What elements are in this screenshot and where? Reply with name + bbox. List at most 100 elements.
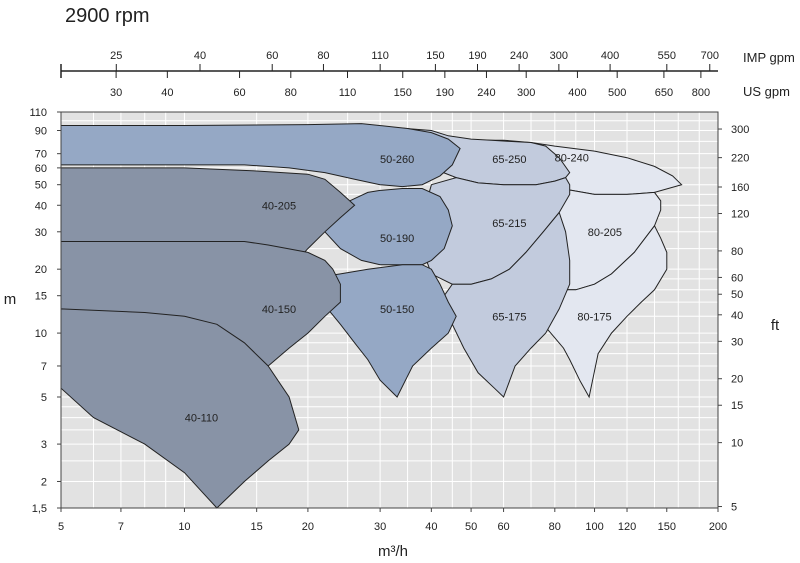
region-80-175 — [535, 224, 668, 399]
region-label-65-215: 65-215 — [492, 218, 526, 230]
us-tick-label: 800 — [692, 87, 710, 99]
region-65-175 — [443, 211, 571, 398]
y-tick-label: 1,5 — [32, 503, 47, 515]
ft-tick-label: 10 — [731, 438, 743, 450]
x-tick-label: 10 — [178, 521, 190, 533]
imp-tick-label: 40 — [194, 50, 206, 62]
imp-tick-label: 240 — [510, 50, 528, 62]
x-axis-label: m³/h — [378, 543, 408, 560]
ft-tick-label: 30 — [731, 336, 743, 348]
region-label-50-150: 50-150 — [380, 304, 414, 316]
gpm-axis: 25 40 60 80 110 150 190 240 300 400 550 700 30 40 60 80… — [60, 50, 719, 99]
x-tick-label: 120 — [618, 521, 636, 533]
region-label-50-260: 50-260 — [380, 154, 414, 166]
us-tick-label: 80 — [285, 87, 297, 99]
ft-tick-label: 40 — [731, 310, 743, 322]
imp-tick-label: 190 — [468, 50, 486, 62]
imp-tick-label: 25 — [110, 50, 122, 62]
x-tick-label: 200 — [709, 521, 727, 533]
us-tick-label: 300 — [517, 87, 535, 99]
x-tick-label: 50 — [465, 521, 477, 533]
x-tick-label: 80 — [549, 521, 561, 533]
x-tick-label: 60 — [497, 521, 509, 533]
ft-tick-label: 80 — [731, 246, 743, 258]
us-tick-label: 60 — [233, 87, 245, 99]
y-tick-label: 40 — [35, 200, 47, 212]
imp-gpm-label: IMP gpm — [743, 50, 795, 65]
x-tick-label: 40 — [425, 521, 437, 533]
region-label-40-150: 40-150 — [262, 304, 296, 316]
ft-tick-label: 20 — [731, 374, 743, 386]
chart-title: 2900 rpm — [65, 5, 150, 27]
region-label-65-175: 65-175 — [492, 311, 526, 323]
y-tick-label: 110 — [29, 107, 47, 119]
us-tick-label: 650 — [655, 87, 673, 99]
y-axis-label-right: ft — [771, 317, 780, 334]
x-tick-label: 100 — [585, 521, 603, 533]
plot-frame — [60, 111, 719, 509]
plot-frame-rect — [60, 111, 719, 509]
imp-tick-label: 550 — [658, 50, 676, 62]
ft-tick-label: 60 — [731, 272, 743, 284]
imp-tick-label: 400 — [601, 50, 619, 62]
x-tick-label: 20 — [302, 521, 314, 533]
imp-tick-label: 60 — [266, 50, 278, 62]
ft-tick-label: 300 — [731, 124, 749, 136]
y-tick-label: 30 — [35, 227, 47, 239]
region-label-80-175: 80-175 — [577, 311, 611, 323]
y-tick-label: 15 — [35, 291, 47, 303]
y-tick-label: 5 — [41, 392, 47, 404]
ft-tick-label: 5 — [731, 502, 737, 514]
imp-tick-label: 80 — [317, 50, 329, 62]
x-tick-label: 7 — [118, 521, 124, 533]
ft-tick-label: 50 — [731, 289, 743, 301]
region-50-260 — [60, 123, 461, 188]
region-50-190 — [324, 188, 453, 266]
x-tick-label: 30 — [374, 521, 386, 533]
us-tick-label: 190 — [436, 87, 454, 99]
imp-tick-label: 150 — [426, 50, 444, 62]
ft-axis-ticks: 5 10 15 20 30 40 50 60 80 120 160 220 300 — [718, 124, 749, 514]
y-tick-label: 10 — [35, 328, 47, 340]
ft-tick-label: 120 — [731, 209, 749, 221]
imp-tick-label: 700 — [701, 50, 719, 62]
x-tick-label: 150 — [658, 521, 676, 533]
y-tick-label: 7 — [41, 361, 47, 373]
y-tick-label: 50 — [35, 180, 47, 192]
y-tick-label: 3 — [41, 439, 47, 451]
y-tick-label: 70 — [35, 149, 47, 161]
imp-tick-label: 300 — [550, 50, 568, 62]
us-tick-label: 240 — [477, 87, 495, 99]
imp-tick-label: 110 — [371, 50, 389, 62]
region-label-65-250: 65-250 — [492, 154, 526, 166]
y-axis-label-left: m — [4, 291, 17, 308]
region-label-50-190: 50-190 — [380, 233, 414, 245]
region-label-40-110: 40-110 — [185, 413, 218, 425]
pump-regions: 80-240 80-205 80-175 65-250 65-215 65-175 50-2… — [60, 123, 683, 509]
region-50-150 — [307, 264, 457, 398]
x-tick-label: 15 — [251, 521, 263, 533]
us-tick-label: 40 — [161, 87, 173, 99]
region-label-80-240: 80-240 — [555, 153, 589, 165]
x-tick-label: 5 — [58, 521, 64, 533]
x-axis-ticks: 5 7 10 15 20 30 40 50 60 80 100 120 150 200 — [58, 508, 727, 533]
us-tick-label: 30 — [110, 87, 122, 99]
us-gpm-label: US gpm — [743, 84, 790, 99]
y-tick-label: 20 — [35, 264, 47, 276]
y-tick-label: 60 — [35, 163, 47, 175]
y-tick-label: 2 — [41, 476, 47, 488]
us-tick-label: 150 — [394, 87, 412, 99]
us-tick-label: 400 — [568, 87, 586, 99]
region-label-40-205: 40-205 — [262, 200, 296, 212]
ft-tick-label: 15 — [731, 400, 743, 412]
us-tick-label: 110 — [339, 87, 357, 99]
region-40-110 — [60, 308, 300, 509]
region-label-80-205: 80-205 — [588, 227, 622, 239]
ft-tick-label: 220 — [731, 153, 749, 165]
y-axis-ticks: 1,5 2 3 5 7 10 15 20 30 40 50 60 70 90 110 — [29, 107, 61, 515]
ft-tick-label: 160 — [731, 182, 749, 194]
y-tick-label: 90 — [35, 126, 47, 138]
us-tick-label: 500 — [608, 87, 626, 99]
